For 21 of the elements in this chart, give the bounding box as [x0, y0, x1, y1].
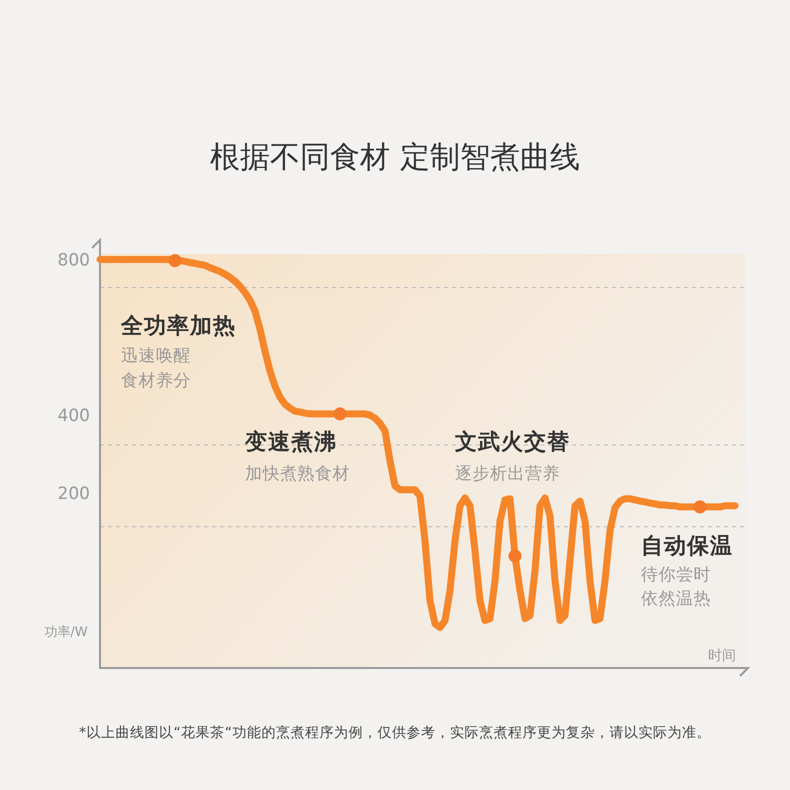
y-tick-label: 200: [58, 484, 90, 504]
annotation: 全功率加热: [120, 313, 236, 339]
annotation: 依然温热: [641, 589, 711, 609]
y-tick-label: 800: [58, 250, 90, 270]
y-axis-title: 功率/W: [44, 624, 88, 640]
annotation: 变速煮沸: [244, 429, 337, 455]
annotation: 逐步析出营养: [455, 464, 560, 484]
chart-title: 根据不同食材 定制智煮曲线: [210, 140, 580, 175]
point: [334, 407, 346, 420]
annotation: 待你尝时: [641, 565, 711, 585]
annotation: 加快煮熟食材: [245, 464, 350, 484]
y-tick-label: 400: [58, 406, 90, 426]
text: *以上曲线图以“花果茶“功能的烹煮程序为例，仅供参考，实际烹煮程序更为复杂，请以实际为准。: [78, 725, 712, 741]
annotation: 食材养分: [121, 371, 191, 391]
point: [508, 549, 522, 562]
x-axis-title: 时间: [708, 648, 736, 664]
annotation: 迅速唤醒: [121, 346, 191, 366]
point: [694, 500, 706, 514]
annotation: 文武火交替: [454, 429, 570, 455]
point: [168, 254, 182, 268]
annotation: 自动保温: [641, 534, 733, 559]
